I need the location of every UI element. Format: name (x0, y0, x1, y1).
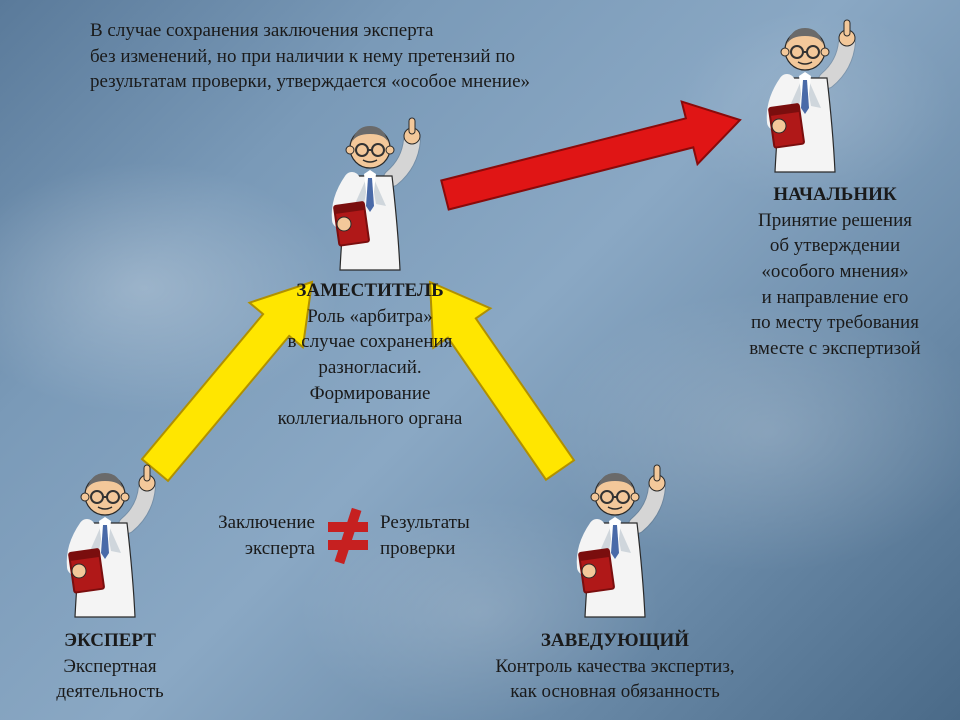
label-line: вместе с экспертизой (710, 336, 960, 362)
top-note-line: В случае сохранения заключения эксперта (90, 18, 610, 44)
label-line: Формирование (220, 381, 520, 407)
label-line: в случае сохранения (220, 329, 520, 355)
label-line: Контроль качества экспертиз, (410, 654, 820, 680)
label-line: «особого мнения» (710, 259, 960, 285)
top-note: В случае сохранения заключения эксперта … (90, 18, 610, 95)
label-line: деятельность (0, 679, 220, 705)
label-deputy: ЗАМЕСТИТЕЛЬ Роль «арбитра» в случае сохр… (220, 278, 520, 432)
label-title: НАЧАЛЬНИК (710, 182, 960, 208)
label-head: ЗАВЕДУЮЩИЙ Контроль качества экспертиз, … (410, 628, 820, 705)
deputy-to-chief (441, 102, 740, 210)
center-right: Результаты проверки (380, 510, 540, 561)
diagram-stage: В случае сохранения заключения эксперта … (0, 0, 960, 720)
top-note-line: результатам проверки, утверждается «особ… (90, 69, 610, 95)
label-line: как основная обязанность (410, 679, 820, 705)
label-line: и направление его (710, 285, 960, 311)
label-line: по месту требования (710, 310, 960, 336)
center-right-line: проверки (380, 536, 540, 562)
center-left-line: Заключение (165, 510, 315, 536)
center-left: Заключение эксперта (165, 510, 315, 561)
figure-head (555, 455, 675, 620)
label-line: коллегиального органа (220, 406, 520, 432)
not-equal-icon (322, 510, 374, 562)
label-title: ЗАМЕСТИТЕЛЬ (220, 278, 520, 304)
label-line: об утверждении (710, 233, 960, 259)
label-title: ЗАВЕДУЮЩИЙ (410, 628, 820, 654)
center-left-line: эксперта (165, 536, 315, 562)
center-right-line: Результаты (380, 510, 540, 536)
figure-chief (745, 10, 865, 175)
figure-expert (45, 455, 165, 620)
label-line: Роль «арбитра» (220, 304, 520, 330)
label-chief: НАЧАЛЬНИК Принятие решения об утверждени… (710, 182, 960, 361)
label-expert: ЭКСПЕРТ Экспертная деятельность (0, 628, 220, 705)
figure-deputy (310, 108, 430, 273)
label-title: ЭКСПЕРТ (0, 628, 220, 654)
top-note-line: без изменений, но при наличии к нему пре… (90, 44, 610, 70)
label-line: Экспертная (0, 654, 220, 680)
label-line: Принятие решения (710, 208, 960, 234)
label-line: разногласий. (220, 355, 520, 381)
